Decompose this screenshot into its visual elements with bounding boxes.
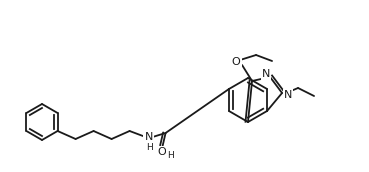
Text: N: N [262,69,270,79]
Text: O: O [232,57,241,67]
Text: H: H [146,143,153,153]
Text: N: N [284,90,292,100]
Text: N: N [144,132,153,142]
Text: O: O [157,147,166,157]
Text: H: H [167,150,174,159]
